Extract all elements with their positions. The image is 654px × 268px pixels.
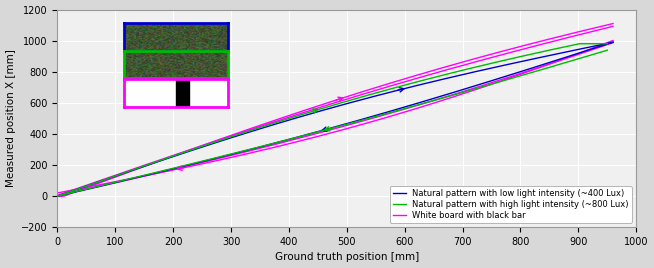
X-axis label: Ground truth position [mm]: Ground truth position [mm] <box>275 252 419 262</box>
Legend: Natural pattern with low light intensity (~400 Lux) , Natural pattern with high : Natural pattern with low light intensity… <box>390 186 632 223</box>
Y-axis label: Measured position X [mm]: Measured position X [mm] <box>5 49 16 187</box>
Bar <box>176 80 188 106</box>
